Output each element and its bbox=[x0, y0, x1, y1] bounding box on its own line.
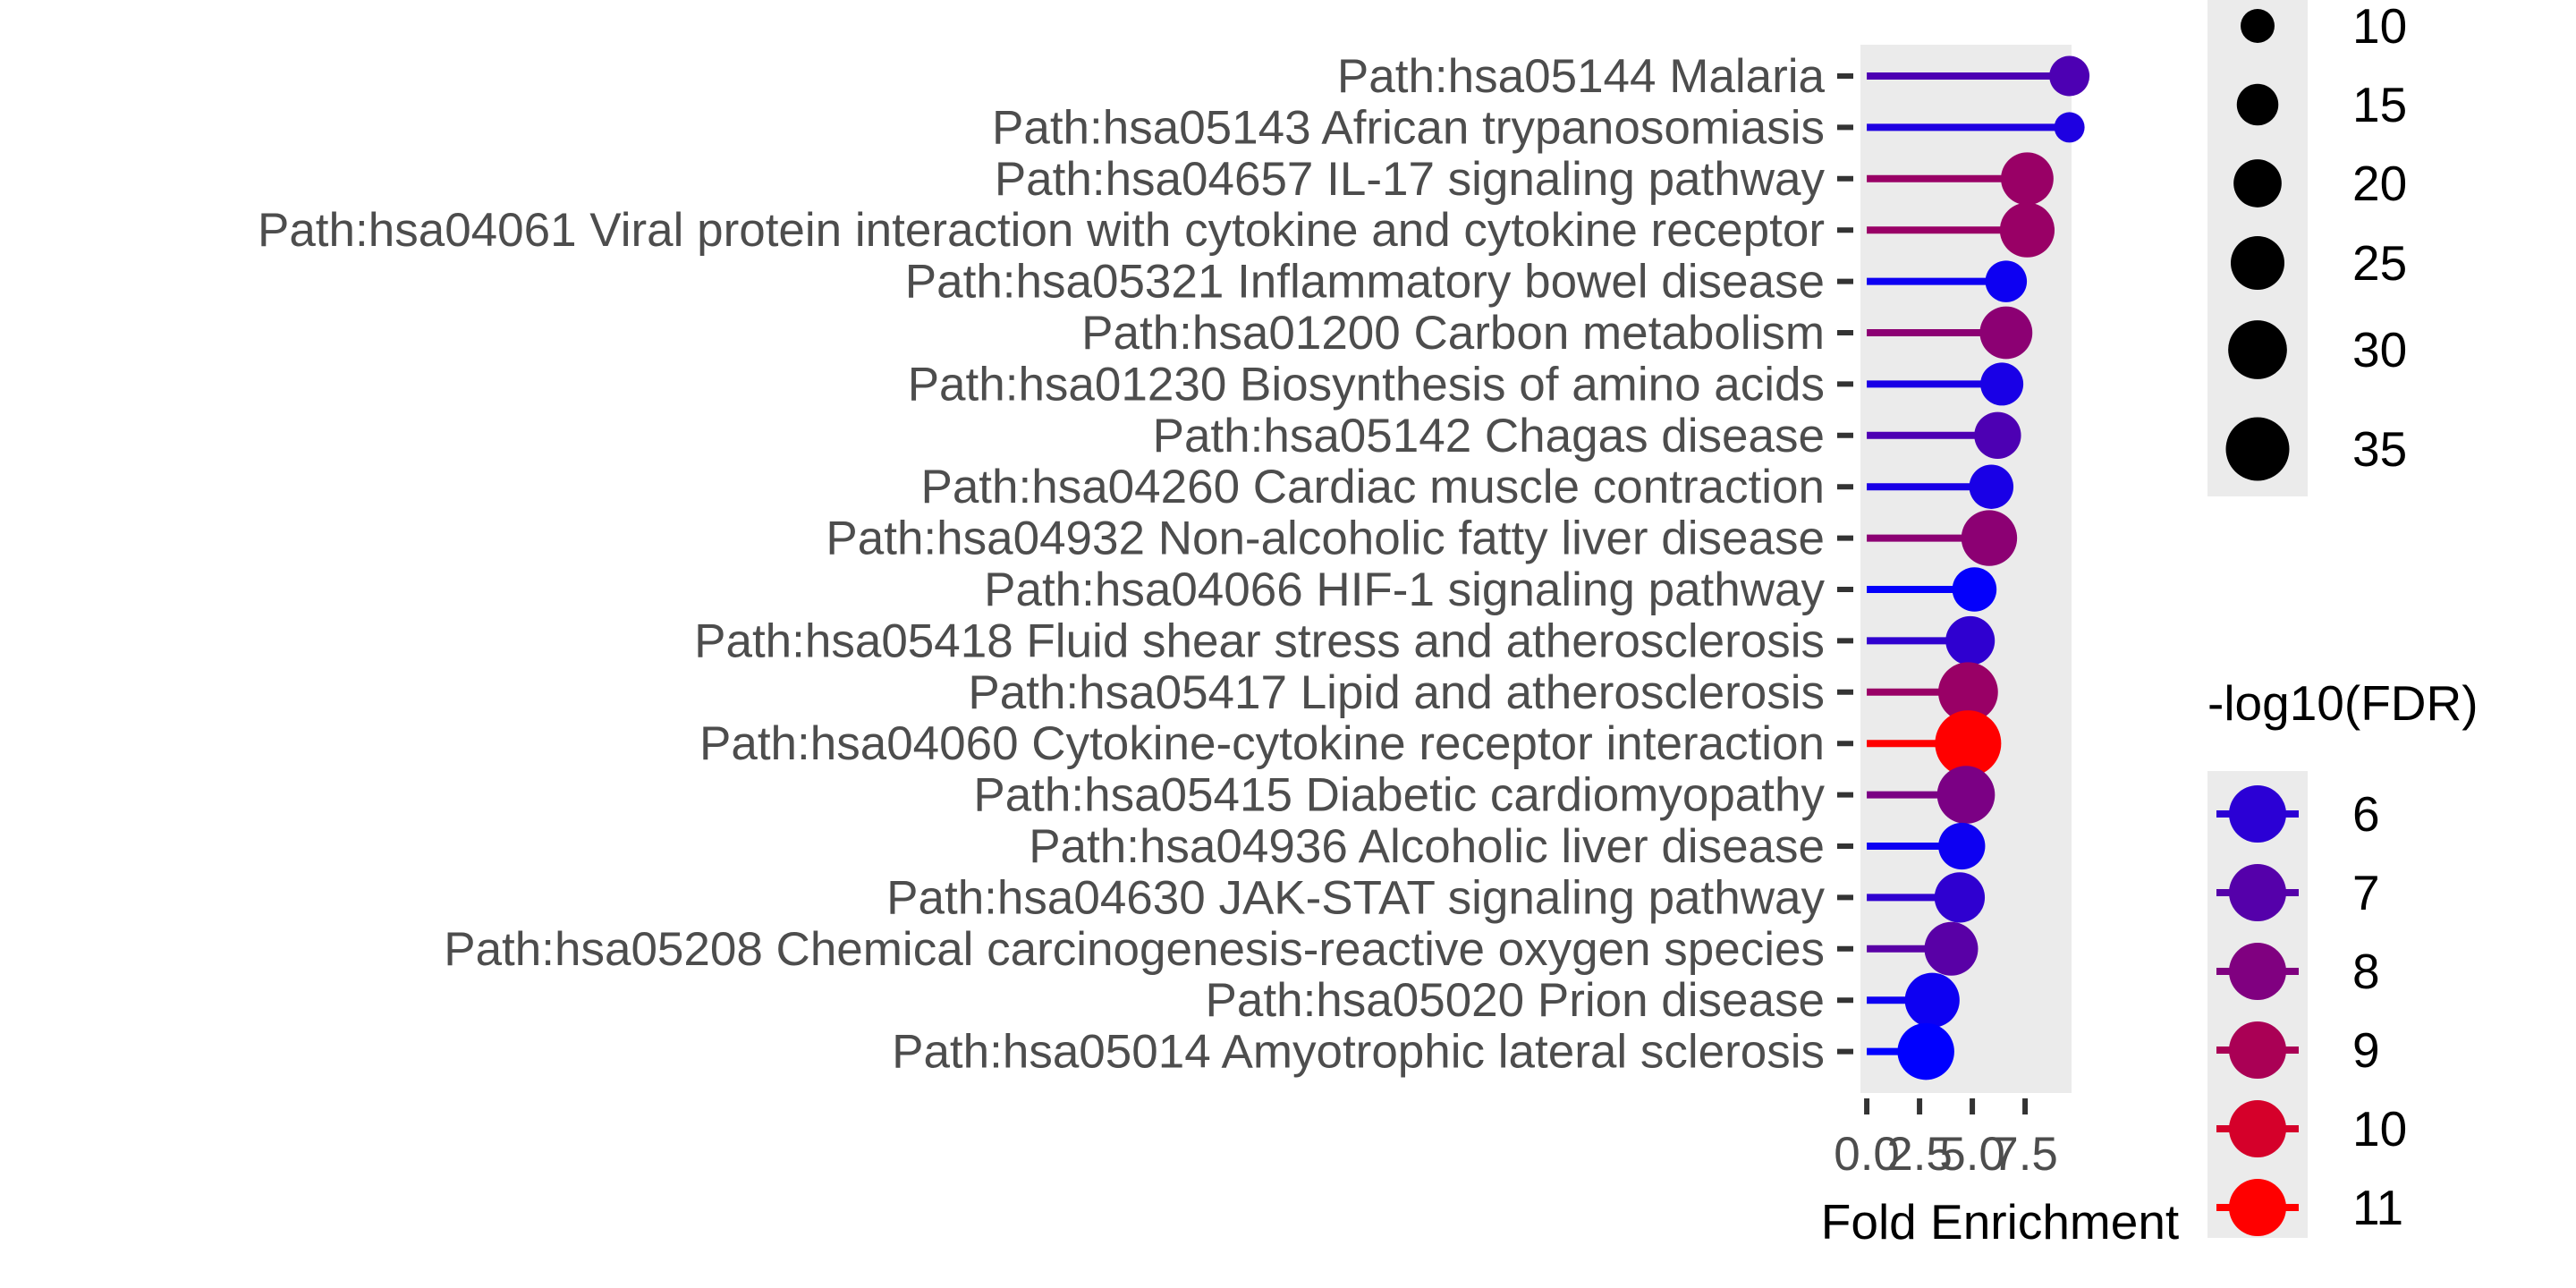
color-legend-title: -log10(FDR) bbox=[2207, 675, 2479, 731]
lollipop-point bbox=[1985, 260, 2028, 302]
color-legend-label: 11 bbox=[2352, 1180, 2403, 1235]
lollipop-point bbox=[1980, 362, 2024, 406]
lollipop-point bbox=[1935, 710, 2002, 777]
x-axis: 0.02.55.07.5 bbox=[1834, 1098, 2058, 1181]
lollipop-point bbox=[2001, 152, 2054, 206]
color-legend-key bbox=[2229, 1179, 2286, 1236]
size-legend-key bbox=[2225, 417, 2290, 481]
lollipop-point bbox=[1938, 822, 1986, 870]
lollipop-point bbox=[1952, 567, 1997, 612]
size-legend-key bbox=[2236, 83, 2279, 126]
category-label: Path:hsa05142 Chagas disease bbox=[1153, 410, 1825, 462]
category-label: Path:hsa04936 Alcoholic liver disease bbox=[1029, 820, 1825, 873]
lollipop-point bbox=[1924, 921, 1979, 976]
size-legend-key bbox=[2231, 236, 2284, 290]
y-axis-ticks bbox=[1837, 73, 1853, 1055]
category-label: Path:hsa05418 Fluid shear stress and ath… bbox=[694, 614, 1825, 667]
lollipop-point bbox=[1969, 464, 2014, 509]
category-label: Path:hsa04932 Non-alcoholic fatty liver … bbox=[826, 513, 1825, 565]
lollipop-point bbox=[2054, 112, 2085, 143]
color-legend-key bbox=[2229, 1100, 2286, 1157]
color-legend-label: 8 bbox=[2352, 944, 2380, 999]
color-legend-label: 6 bbox=[2352, 786, 2380, 842]
category-label: Path:hsa01200 Carbon metabolism bbox=[1081, 307, 1825, 360]
category-label: Path:hsa05208 Chemical carcinogenesis-re… bbox=[444, 923, 1825, 976]
category-label: Path:hsa05415 Diabetic cardiomyopathy bbox=[973, 769, 1825, 822]
x-tick-label: 5.0 bbox=[1939, 1128, 2005, 1181]
category-label: Path:hsa05321 Inflammatory bowel disease bbox=[905, 256, 1825, 309]
lollipop-point bbox=[1904, 972, 1960, 1028]
category-label: Path:hsa04657 IL-17 signaling pathway bbox=[995, 153, 1826, 206]
size-legend-label: 30 bbox=[2352, 322, 2407, 377]
category-label: Path:hsa05417 Lipid and atherosclerosis bbox=[968, 666, 1825, 719]
x-axis-title: Fold Enrichment bbox=[1821, 1194, 2179, 1250]
size-legend-label: 15 bbox=[2352, 77, 2407, 132]
color-legend-key bbox=[2229, 785, 2286, 843]
category-label: Path:hsa04060 Cytokine-cytokine receptor… bbox=[699, 717, 1825, 770]
category-label: Path:hsa01230 Biosynthesis of amino acid… bbox=[908, 358, 1825, 411]
lollipop-point bbox=[1974, 411, 2021, 459]
color-legend-key bbox=[2229, 943, 2286, 1000]
size-legend: 10 15 20 25 30 35 bbox=[2225, 0, 2407, 481]
category-label: Path:hsa05144 Malaria bbox=[1337, 50, 1826, 103]
color-legend-panel bbox=[2207, 771, 2308, 1238]
lollipop-point bbox=[2049, 55, 2090, 97]
size-legend-key bbox=[2228, 320, 2287, 379]
size-legend-label: 10 bbox=[2352, 0, 2407, 54]
category-label: Path:hsa04066 HIF-1 signaling pathway bbox=[984, 564, 1825, 616]
x-tick-label: 7.5 bbox=[1992, 1128, 2058, 1181]
color-legend-label: 10 bbox=[2352, 1101, 2407, 1157]
lollipop-point bbox=[1945, 615, 1996, 665]
category-label: Path:hsa05014 Amyotrophic lateral sclero… bbox=[892, 1026, 1825, 1079]
lollipop-point bbox=[1897, 1022, 1954, 1080]
lollipop-point bbox=[1937, 662, 1998, 723]
size-legend-label: 35 bbox=[2352, 421, 2407, 477]
size-legend-label: 25 bbox=[2352, 235, 2407, 291]
category-label: Path:hsa04061 Viral protein interaction … bbox=[258, 204, 1825, 257]
color-legend: 6 7 8 9 10 11 bbox=[2216, 785, 2407, 1236]
color-legend-key bbox=[2229, 1021, 2286, 1079]
category-label: Path:hsa04630 JAK-STAT signaling pathway bbox=[886, 871, 1825, 924]
x-tick-label: 0.0 bbox=[1834, 1128, 1900, 1181]
lollipops bbox=[1867, 55, 2090, 1080]
size-legend-key bbox=[2241, 9, 2275, 43]
color-legend-label: 9 bbox=[2352, 1022, 2380, 1078]
size-legend-label: 20 bbox=[2352, 156, 2407, 211]
category-label: Path:hsa05020 Prion disease bbox=[1206, 974, 1825, 1027]
size-legend-key bbox=[2233, 159, 2282, 208]
lollipop-point bbox=[1999, 202, 2055, 258]
lollipop-point bbox=[1936, 766, 1996, 824]
lollipop-point bbox=[1979, 306, 2033, 360]
color-legend-key bbox=[2229, 864, 2286, 921]
color-legend-label: 7 bbox=[2352, 865, 2380, 920]
category-label: Path:hsa05143 African trypanosomiasis bbox=[992, 101, 1825, 154]
x-tick-label: 2.5 bbox=[1886, 1128, 1953, 1181]
lollipop-point bbox=[1961, 510, 2018, 566]
category-label: Path:hsa04260 Cardiac muscle contraction bbox=[920, 461, 1825, 513]
lollipop-point bbox=[1934, 872, 1986, 923]
